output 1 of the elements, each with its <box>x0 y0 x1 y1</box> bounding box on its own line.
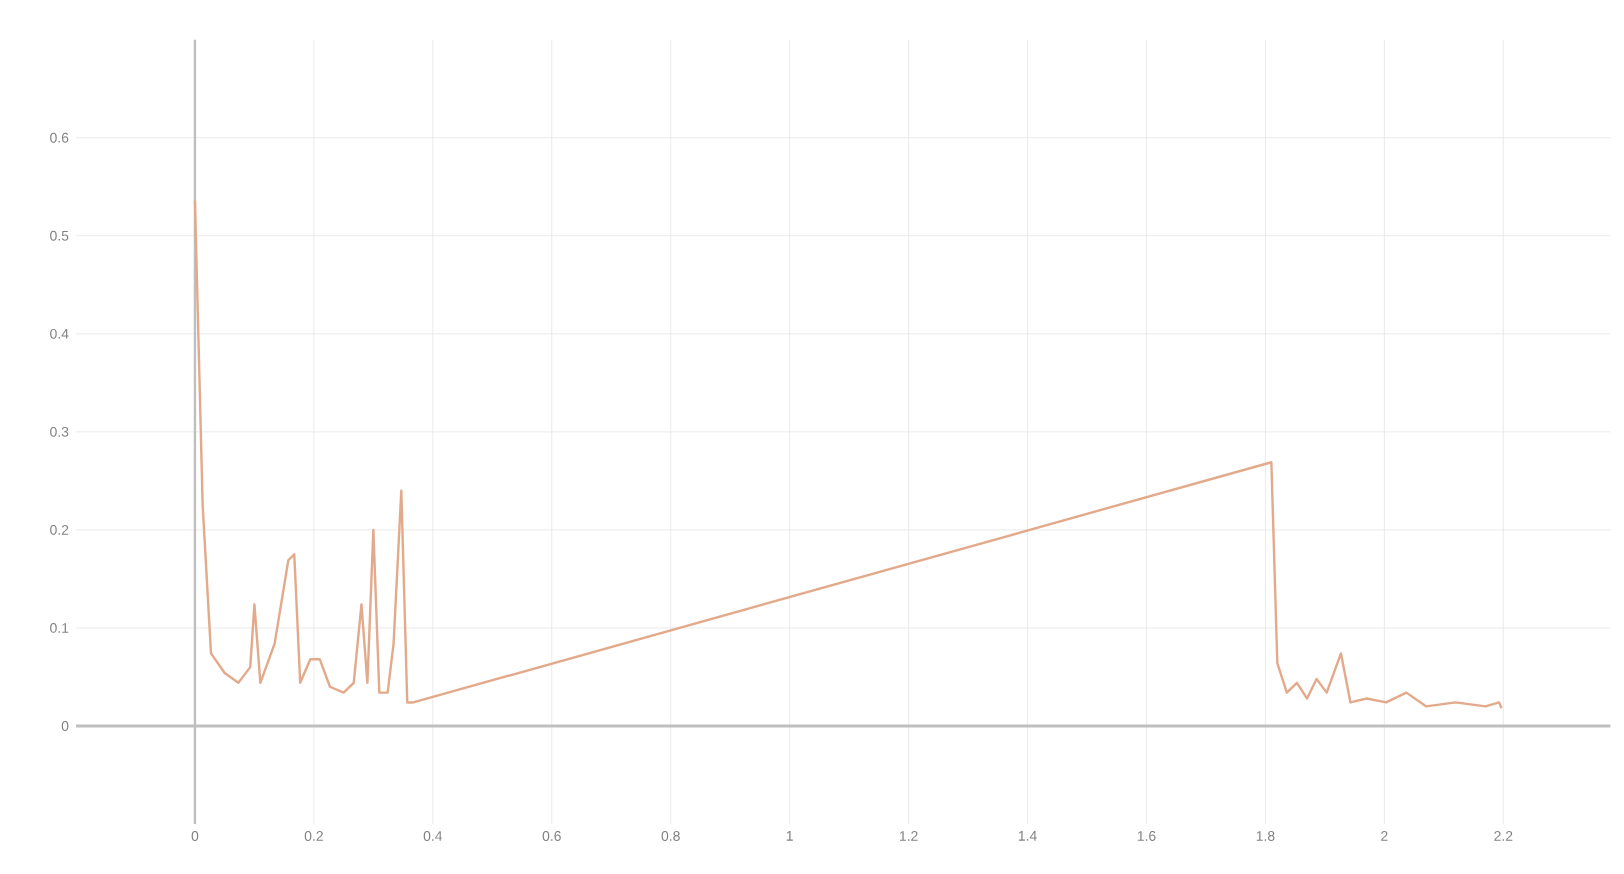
line-series <box>193 199 1503 710</box>
